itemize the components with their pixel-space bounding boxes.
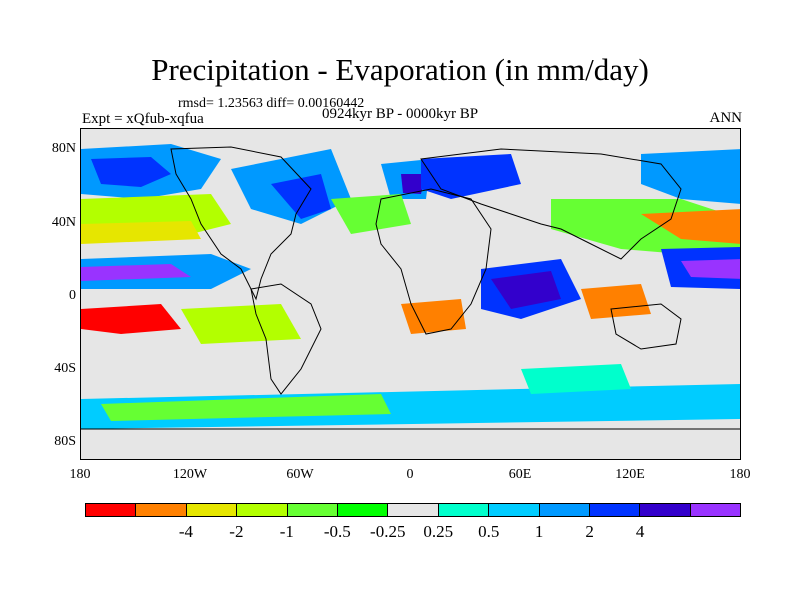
colorbar-swatch xyxy=(337,504,389,516)
colorbar-swatch xyxy=(539,504,590,516)
lat-tick-80s: 80S xyxy=(54,434,76,449)
field-north-pacific-deep xyxy=(91,157,171,187)
experiment-label: Expt = xQfub-xqfua xyxy=(82,111,204,127)
map-plot xyxy=(80,128,741,460)
colorbar xyxy=(85,503,741,517)
period-text: 0924kyr BP - 0000kyr BP xyxy=(322,106,479,122)
colorbar-swatch xyxy=(237,504,288,516)
colorbar-label: -1 xyxy=(279,522,294,541)
colorbar-label: 1 xyxy=(534,522,544,541)
field-southern-ocean-green xyxy=(101,394,391,421)
field-indo-orange xyxy=(581,284,651,319)
lon-tick-0: 0 xyxy=(406,467,414,482)
field-southern-ocean-cyan xyxy=(81,384,740,429)
lat-tick-0: 0 xyxy=(69,288,76,303)
colorbar-swatch xyxy=(287,504,338,516)
season-label: ANN xyxy=(709,110,743,126)
colorbar-label: -0.5 xyxy=(323,522,351,541)
lon-tick-60e: 60E xyxy=(508,467,532,482)
field-south-indian-cyan xyxy=(521,364,631,394)
lon-tick-120e: 120E xyxy=(615,467,645,482)
colorbar-swatch xyxy=(690,504,741,516)
colorbar-label: -4 xyxy=(178,522,194,541)
field-indian-ocean-indigo xyxy=(491,271,561,309)
lat-tick-80n: 80N xyxy=(51,141,76,156)
coast-eurasia xyxy=(420,148,682,260)
stats-text: rmsd= 1.23563 diff= 0.00160442 xyxy=(178,96,365,111)
field-europe-indigo xyxy=(401,174,426,194)
coast-africa xyxy=(375,188,492,335)
field-south-atlantic-orange xyxy=(401,299,466,334)
lon-tick-180e: 180 xyxy=(729,467,751,482)
colorbar-label: 0.5 xyxy=(478,522,500,541)
field-north-pacific-east xyxy=(641,149,740,204)
field-north-atlantic-deep xyxy=(271,174,331,219)
lon-tick-60w: 60W xyxy=(286,467,314,482)
colorbar-swatch xyxy=(186,504,238,516)
field-subtropic-yellow-west xyxy=(81,221,201,244)
lon-tick-180w: 180 xyxy=(69,467,91,482)
colorbar-swatch xyxy=(489,504,540,516)
field-south-pacific-green xyxy=(181,304,301,344)
lat-tick-40s: 40S xyxy=(54,361,76,376)
lat-tick-40n: 40N xyxy=(51,215,76,230)
colorbar-label: -2 xyxy=(229,522,244,541)
coast-north-america xyxy=(170,146,312,301)
field-asia-orange xyxy=(641,209,740,244)
coast-australia xyxy=(610,303,682,350)
map-title: Precipitation - Evaporation (in mm/day) xyxy=(151,52,649,87)
field-south-pacific-red xyxy=(81,304,181,334)
colorbar-label: 2 xyxy=(585,522,594,541)
lon-tick-120w: 120W xyxy=(172,467,208,482)
coastlines xyxy=(81,146,740,430)
colorbar-swatch xyxy=(438,504,490,516)
field-tropic-pacific-violet xyxy=(81,264,191,281)
colorbar-label: -0.25 xyxy=(370,522,406,541)
colorbar-label: 4 xyxy=(635,522,645,541)
colorbar-swatch xyxy=(640,504,691,516)
colorbar-label: 0.25 xyxy=(423,522,454,541)
coast-south-america xyxy=(250,283,322,395)
colorbar-swatch xyxy=(388,504,439,516)
colorbar-swatch xyxy=(589,504,641,516)
colorbar-swatch xyxy=(136,504,187,516)
field-atlantic-green xyxy=(331,194,411,234)
map-svg xyxy=(81,129,740,459)
field-siberia-blue xyxy=(421,154,521,199)
field-west-pacific-violet xyxy=(681,259,740,279)
colorbar-swatch xyxy=(86,504,137,516)
